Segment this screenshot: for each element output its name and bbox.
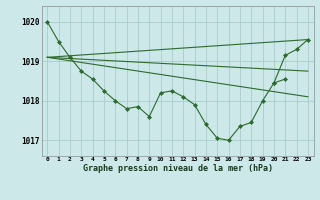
X-axis label: Graphe pression niveau de la mer (hPa): Graphe pression niveau de la mer (hPa): [83, 164, 273, 173]
